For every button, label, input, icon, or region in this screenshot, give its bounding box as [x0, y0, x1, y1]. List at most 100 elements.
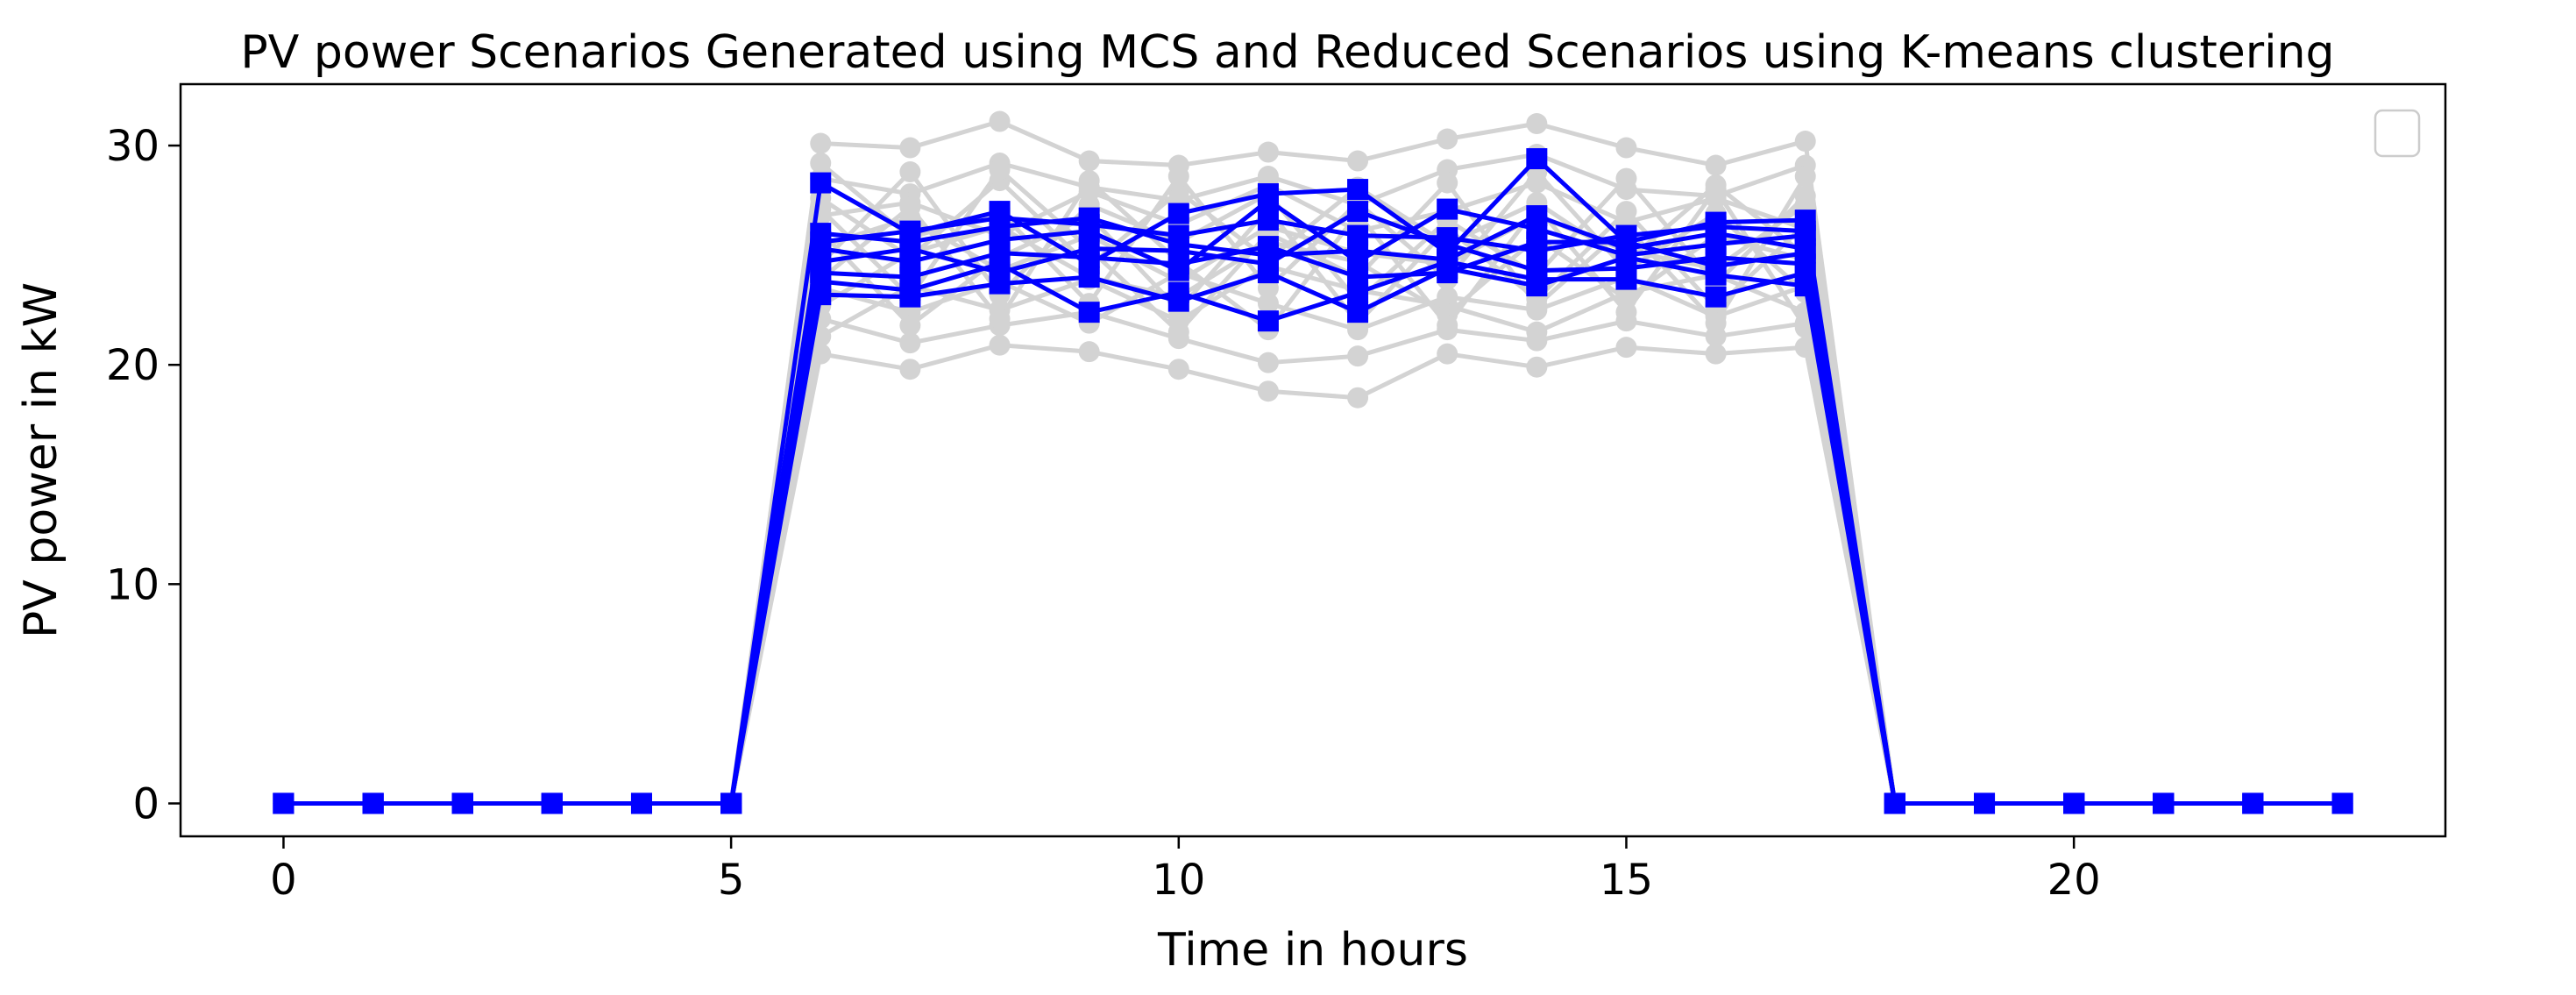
reduced-scenario-line [283, 209, 2343, 806]
reduced-scenario-point [2331, 792, 2353, 814]
mcs-scenario-point [899, 137, 921, 159]
reduced-scenario-point [630, 792, 652, 814]
mcs-scenario-line [283, 224, 2343, 806]
mcs-scenario-line [283, 264, 2343, 806]
reduced-scenario-point [1257, 210, 1279, 231]
mcs-scenario-point [989, 159, 1011, 181]
x-tick-label: 15 [1600, 856, 1653, 905]
mcs-scenario-line [283, 343, 2343, 806]
reduced-scenario-point [1974, 792, 1996, 814]
reduced-scenario-point [1705, 264, 1727, 286]
x-tick-label: 10 [1152, 856, 1205, 905]
reduced-scenario-point [899, 220, 921, 242]
reduced-scenario-point [451, 792, 473, 814]
mcs-scenario-point [1078, 150, 1100, 172]
mcs-scenario-line [283, 207, 2343, 806]
reduced-scenario-point [2242, 792, 2264, 814]
mcs-scenario-point [1526, 356, 1548, 378]
legend-box [2374, 109, 2421, 158]
reduced-scenario-series [273, 205, 2353, 814]
mcs-scenario-point [1167, 359, 1189, 380]
mcs-scenario-line [283, 270, 2343, 806]
y-axis-label: PV power in kW [15, 282, 67, 638]
reduced-scenario-point [1167, 290, 1189, 312]
chart-title: PV power Scenarios Generated using MCS a… [240, 26, 2334, 79]
mcs-scenario-series [273, 262, 2353, 814]
reduced-scenario-point [1615, 224, 1637, 246]
mcs-scenario-point [1437, 343, 1458, 365]
mcs-scenario-point [899, 315, 921, 337]
mcs-scenario-point [810, 198, 832, 220]
plot-area [273, 110, 2353, 814]
reduced-scenario-point [1347, 201, 1369, 223]
mcs-scenario-point [1347, 345, 1369, 367]
reduced-scenario-point [1167, 253, 1189, 275]
reduced-scenario-point [720, 792, 742, 814]
reduced-scenario-point [810, 231, 832, 253]
x-axis-label: Time in hours [1157, 924, 1468, 977]
reduced-scenario-line [283, 216, 2343, 806]
mcs-scenario-point [1347, 150, 1369, 172]
reduced-scenario-point [1615, 246, 1637, 268]
reduced-scenario-point [1526, 240, 1548, 262]
reduced-scenario-point [1884, 792, 1905, 814]
reduced-scenario-point [1257, 310, 1279, 332]
y-tick-label: 20 [106, 341, 160, 390]
reduced-scenario-point [1526, 275, 1548, 297]
mcs-scenario-point [1437, 315, 1458, 337]
mcs-scenario-point [989, 334, 1011, 356]
reduced-scenario-point [1437, 198, 1458, 220]
reduced-scenario-point [1167, 203, 1189, 224]
mcs-scenario-point [1615, 302, 1637, 323]
reduced-scenario-point [1437, 258, 1458, 280]
reduced-scenario-point [1705, 286, 1727, 308]
reduced-scenario-point [1078, 302, 1100, 323]
reduced-scenario-series [273, 207, 2353, 814]
reduced-scenario-point [989, 207, 1011, 229]
reduced-scenario-series [273, 251, 2353, 814]
reduced-scenario-point [989, 253, 1011, 275]
mcs-scenario-point [1705, 343, 1727, 365]
mcs-scenario-point [1526, 113, 1548, 135]
mcs-scenario-line [283, 160, 2343, 806]
reduced-scenario-point [899, 286, 921, 308]
mcs-scenario-point [1257, 293, 1279, 315]
reduced-scenario-point [1257, 236, 1279, 258]
mcs-scenario-series [273, 194, 2353, 814]
reduced-scenario-point [1794, 242, 1816, 264]
mcs-scenario-series [273, 161, 2353, 814]
y-tick-label: 0 [132, 779, 160, 828]
mcs-scenario-point [1615, 201, 1637, 223]
reduced-scenario-series [273, 231, 2353, 814]
mcs-scenario-point [1615, 137, 1637, 159]
mcs-scenario-point [899, 332, 921, 354]
reduced-scenario-point [1347, 281, 1369, 303]
reduced-scenario-point [2153, 792, 2175, 814]
reduced-scenario-point [1257, 262, 1279, 284]
mcs-scenario-point [1526, 321, 1548, 343]
reduced-scenarios-layer [273, 148, 2353, 814]
x-tick-label: 5 [718, 856, 745, 905]
reduced-scenario-point [1615, 268, 1637, 290]
mcs-scenario-point [1167, 321, 1189, 343]
reduced-scenario-point [989, 273, 1011, 295]
reduced-scenario-point [541, 792, 563, 814]
mcs-scenario-series [273, 334, 2353, 814]
mcs-scenario-point [810, 132, 832, 154]
mcs-scenario-series [273, 110, 2353, 814]
mcs-scenario-point [1705, 312, 1727, 334]
mcs-scenario-point [1615, 337, 1637, 359]
reduced-scenario-point [273, 792, 295, 814]
mcs-scenario-series [273, 302, 2353, 814]
mcs-scenario-point [1794, 166, 1816, 188]
mcs-scenario-point [810, 153, 832, 174]
mcs-scenario-line [283, 181, 2343, 806]
reduced-scenario-point [1167, 224, 1189, 246]
reduced-scenario-line [283, 259, 2343, 806]
reduced-scenario-point [1347, 224, 1369, 246]
mcs-scenario-point [1705, 154, 1727, 176]
x-tick-label: 0 [270, 856, 297, 905]
reduced-scenario-series [273, 189, 2353, 814]
mcs-scenario-point [1078, 341, 1100, 363]
